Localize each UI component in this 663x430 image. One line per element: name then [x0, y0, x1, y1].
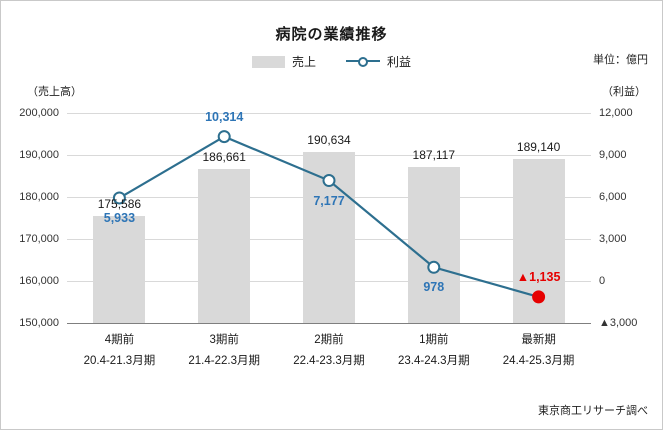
right-axis-tick: 9,000 [599, 149, 627, 161]
left-axis-tick: 170,000 [19, 233, 59, 245]
left-axis-caption: （売上高） [27, 86, 82, 98]
plot-area: 150,000 ▲3,000 160,000 0 170,000 3,000 180,000… [19, 107, 637, 329]
legend-item-profit: 利益 [346, 53, 411, 70]
profit-point-marker [322, 174, 336, 188]
chart-title: 病院の業績推移 [275, 26, 388, 43]
legend: 売上 利益 [1, 53, 662, 70]
sales-value-label: 190,634 [307, 133, 351, 148]
right-axis-caption: （利益） [602, 86, 646, 98]
sales-bar-swatch [251, 55, 285, 68]
gridline [67, 113, 591, 114]
sales-value-label: 186,661 [202, 150, 246, 165]
x-axis-labels: 4期前 20.4-21.3月期 3期前 21.4-22.3月期 2期前 22.4-23.3… [67, 330, 591, 376]
left-axis-tick: 200,000 [19, 107, 59, 119]
x-category-label: 1期前 23.4-24.3月期 [397, 334, 470, 367]
sales-value-label: 187,117 [412, 148, 456, 163]
left-axis-tick: 150,000 [19, 317, 59, 329]
x-category-label: 2期前 22.4-23.3月期 [293, 334, 365, 367]
profit-marker-icon [358, 56, 368, 67]
left-axis-tick: 190,000 [19, 149, 59, 161]
x-category-label: 最新期 24.4-25.3月期 [502, 334, 575, 367]
profit-line-swatch [346, 56, 380, 67]
profit-value-label: 10,314 [205, 109, 244, 124]
left-axis-tick: 180,000 [19, 191, 59, 203]
right-axis-tick: ▲3,000 [599, 317, 638, 329]
sales-value-label: 189,140 [516, 139, 561, 154]
unit-note: 単位：億円 [593, 54, 648, 66]
profit-point-marker [532, 290, 546, 304]
x-category-label: 4期前 20.4-21.3月期 [83, 334, 156, 367]
profit-point-marker [217, 130, 231, 144]
profit-point-marker [427, 260, 441, 274]
profit-value-label: 5,933 [103, 210, 136, 225]
left-axis-tick: 160,000 [19, 275, 59, 287]
source-note: 東京商工リサーチ調べ [538, 405, 648, 417]
profit-value-label: 7,177 [313, 193, 345, 208]
profit-value-label: ▲1,135 [516, 269, 561, 284]
profit-value-label: 978 [423, 280, 445, 295]
sales-bar [407, 167, 460, 323]
right-axis-tick: 6,000 [599, 191, 627, 203]
sales-bar [198, 169, 251, 323]
legend-profit-label: 利益 [387, 55, 412, 69]
right-axis-tick: 0 [599, 275, 606, 287]
right-axis-tick: 3,000 [599, 233, 627, 245]
profit-line-chart [112, 130, 546, 304]
x-category-label: 3期前 21.4-22.3月期 [188, 334, 260, 367]
profit-point-marker [112, 191, 126, 205]
legend-sales-label: 売上 [291, 55, 316, 69]
legend-item-sales: 売上 [251, 53, 316, 70]
right-axis-tick: 12,000 [599, 107, 633, 119]
sales-value-label: 175,586 [97, 196, 142, 211]
sales-bar [93, 215, 146, 323]
